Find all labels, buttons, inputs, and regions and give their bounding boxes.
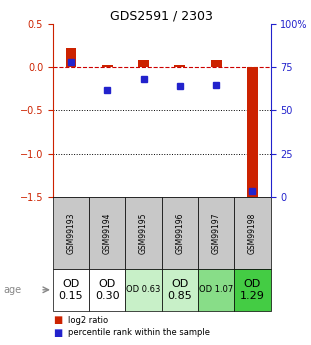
- Text: GSM99198: GSM99198: [248, 212, 257, 254]
- Title: GDS2591 / 2303: GDS2591 / 2303: [110, 10, 213, 23]
- Text: age: age: [3, 285, 21, 295]
- Text: GSM99194: GSM99194: [103, 212, 112, 254]
- Bar: [53, 197, 89, 269]
- Text: OD 1.07: OD 1.07: [199, 285, 233, 294]
- Bar: [102, 65, 113, 67]
- Bar: [125, 197, 162, 269]
- Bar: [234, 197, 271, 269]
- Bar: [247, 67, 258, 197]
- Bar: [89, 269, 125, 310]
- Bar: [89, 197, 125, 269]
- Bar: [125, 269, 162, 310]
- Bar: [53, 269, 89, 310]
- Bar: [198, 269, 234, 310]
- Text: OD
0.15: OD 0.15: [59, 279, 83, 300]
- Bar: [211, 60, 221, 67]
- Text: ■: ■: [53, 315, 62, 325]
- Text: GSM99195: GSM99195: [139, 212, 148, 254]
- Text: OD
0.85: OD 0.85: [168, 279, 192, 300]
- Text: OD
1.29: OD 1.29: [240, 279, 265, 300]
- Text: percentile rank within the sample: percentile rank within the sample: [68, 328, 211, 337]
- Bar: [162, 197, 198, 269]
- Text: OD 0.63: OD 0.63: [126, 285, 161, 294]
- Text: GSM99197: GSM99197: [212, 212, 220, 254]
- Text: log2 ratio: log2 ratio: [68, 316, 109, 325]
- Text: GSM99193: GSM99193: [67, 212, 76, 254]
- Bar: [174, 65, 185, 67]
- Text: ■: ■: [53, 328, 62, 338]
- Bar: [138, 60, 149, 67]
- Bar: [66, 48, 77, 67]
- Text: GSM99196: GSM99196: [175, 212, 184, 254]
- Bar: [198, 197, 234, 269]
- Text: OD
0.30: OD 0.30: [95, 279, 120, 300]
- Bar: [234, 269, 271, 310]
- Bar: [162, 269, 198, 310]
